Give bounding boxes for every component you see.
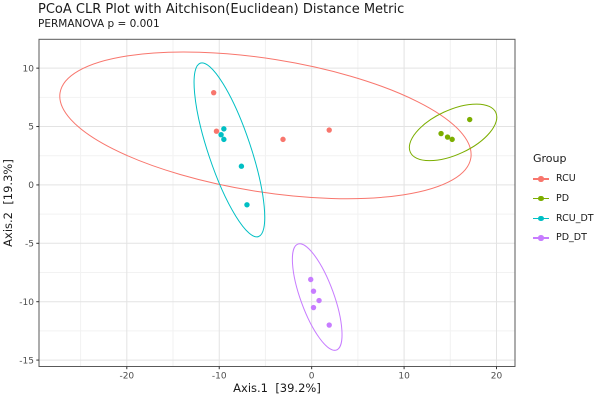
y-axis-title: Axis.2 [19.3%] bbox=[1, 159, 15, 247]
point-PD_DT bbox=[326, 322, 332, 328]
legend-item-label: PD_DT bbox=[556, 232, 587, 244]
legend-item-label: RCU_DT bbox=[556, 212, 594, 224]
legend-key-dot bbox=[538, 176, 544, 182]
legend-item-label: RCU bbox=[556, 173, 576, 185]
axis-ticks bbox=[36, 67, 498, 370]
x-tick-label: 10 bbox=[398, 372, 410, 382]
point-RCU bbox=[280, 136, 286, 143]
legend-item-label: PD bbox=[556, 193, 570, 205]
legend-title: Group bbox=[533, 152, 567, 165]
y-tick-label: 10 bbox=[23, 64, 35, 74]
point-RCU_DT bbox=[221, 126, 227, 132]
ellipse-PD_DT bbox=[291, 243, 343, 351]
y-tick-label: 0 bbox=[28, 181, 34, 191]
data-points bbox=[210, 89, 473, 328]
legend-item-PD: PD bbox=[533, 189, 594, 209]
x-tick-label: 0 bbox=[309, 372, 315, 382]
axis-tick-labels: -20 -10 0 10 20 -15 -10 -5 0 5 10 bbox=[19, 64, 502, 381]
point-RCU bbox=[326, 127, 332, 133]
gridlines-major bbox=[39, 39, 515, 367]
x-tick-label: 20 bbox=[491, 372, 503, 382]
point-RCU bbox=[213, 128, 220, 134]
plot-subtitle: PERMANOVA p = 0.001 bbox=[38, 18, 160, 30]
legend-key-dot bbox=[538, 235, 544, 241]
x-tick-label: -20 bbox=[119, 372, 134, 382]
point-PD_DT bbox=[310, 304, 317, 311]
legend-key-dot bbox=[538, 215, 544, 221]
legend-item-RCU: RCU bbox=[533, 169, 594, 189]
point-RCU bbox=[210, 89, 217, 96]
ellipse-RCU_DT bbox=[193, 62, 266, 238]
panel-border bbox=[38, 38, 516, 368]
point-PD bbox=[438, 130, 444, 137]
point-RCU_DT bbox=[221, 136, 227, 143]
x-tick-label: -10 bbox=[212, 372, 227, 382]
legend-key-icon bbox=[533, 210, 549, 226]
point-PD_DT bbox=[316, 297, 322, 304]
legend-item-PD_DT: PD_DT bbox=[533, 228, 594, 248]
ellipse-RCU bbox=[59, 51, 472, 200]
point-RCU_DT bbox=[218, 132, 224, 138]
legend-key-icon bbox=[533, 171, 549, 187]
y-tick-label: 5 bbox=[28, 123, 34, 133]
point-PD_DT bbox=[310, 288, 317, 294]
plot-title: PCoA CLR Plot with Aitchison(Euclidean) … bbox=[38, 2, 405, 17]
point-PD bbox=[449, 136, 455, 143]
y-tick-label: -5 bbox=[25, 240, 34, 250]
point-RCU_DT bbox=[238, 163, 245, 169]
legend: Group RCU PD RCU_DT PD_DT bbox=[533, 152, 594, 248]
y-tick-label: -15 bbox=[19, 356, 34, 366]
y-tick-label: -10 bbox=[19, 298, 34, 308]
point-PD_DT bbox=[308, 276, 314, 283]
point-PD bbox=[467, 116, 473, 123]
gridlines-minor bbox=[39, 39, 515, 367]
legend-items: RCU PD RCU_DT PD_DT bbox=[533, 169, 594, 248]
group-ellipses bbox=[59, 51, 498, 351]
legend-key-dot bbox=[538, 195, 544, 202]
legend-item-RCU_DT: RCU_DT bbox=[533, 208, 594, 228]
x-axis-title: Axis.1 [39.2%] bbox=[233, 381, 321, 395]
legend-key-icon bbox=[533, 230, 549, 246]
panel-border-rect bbox=[38, 38, 516, 368]
ellipse-PD bbox=[408, 103, 498, 162]
point-RCU_DT bbox=[244, 202, 250, 208]
point-PD bbox=[444, 134, 451, 140]
legend-key-icon bbox=[533, 191, 549, 207]
